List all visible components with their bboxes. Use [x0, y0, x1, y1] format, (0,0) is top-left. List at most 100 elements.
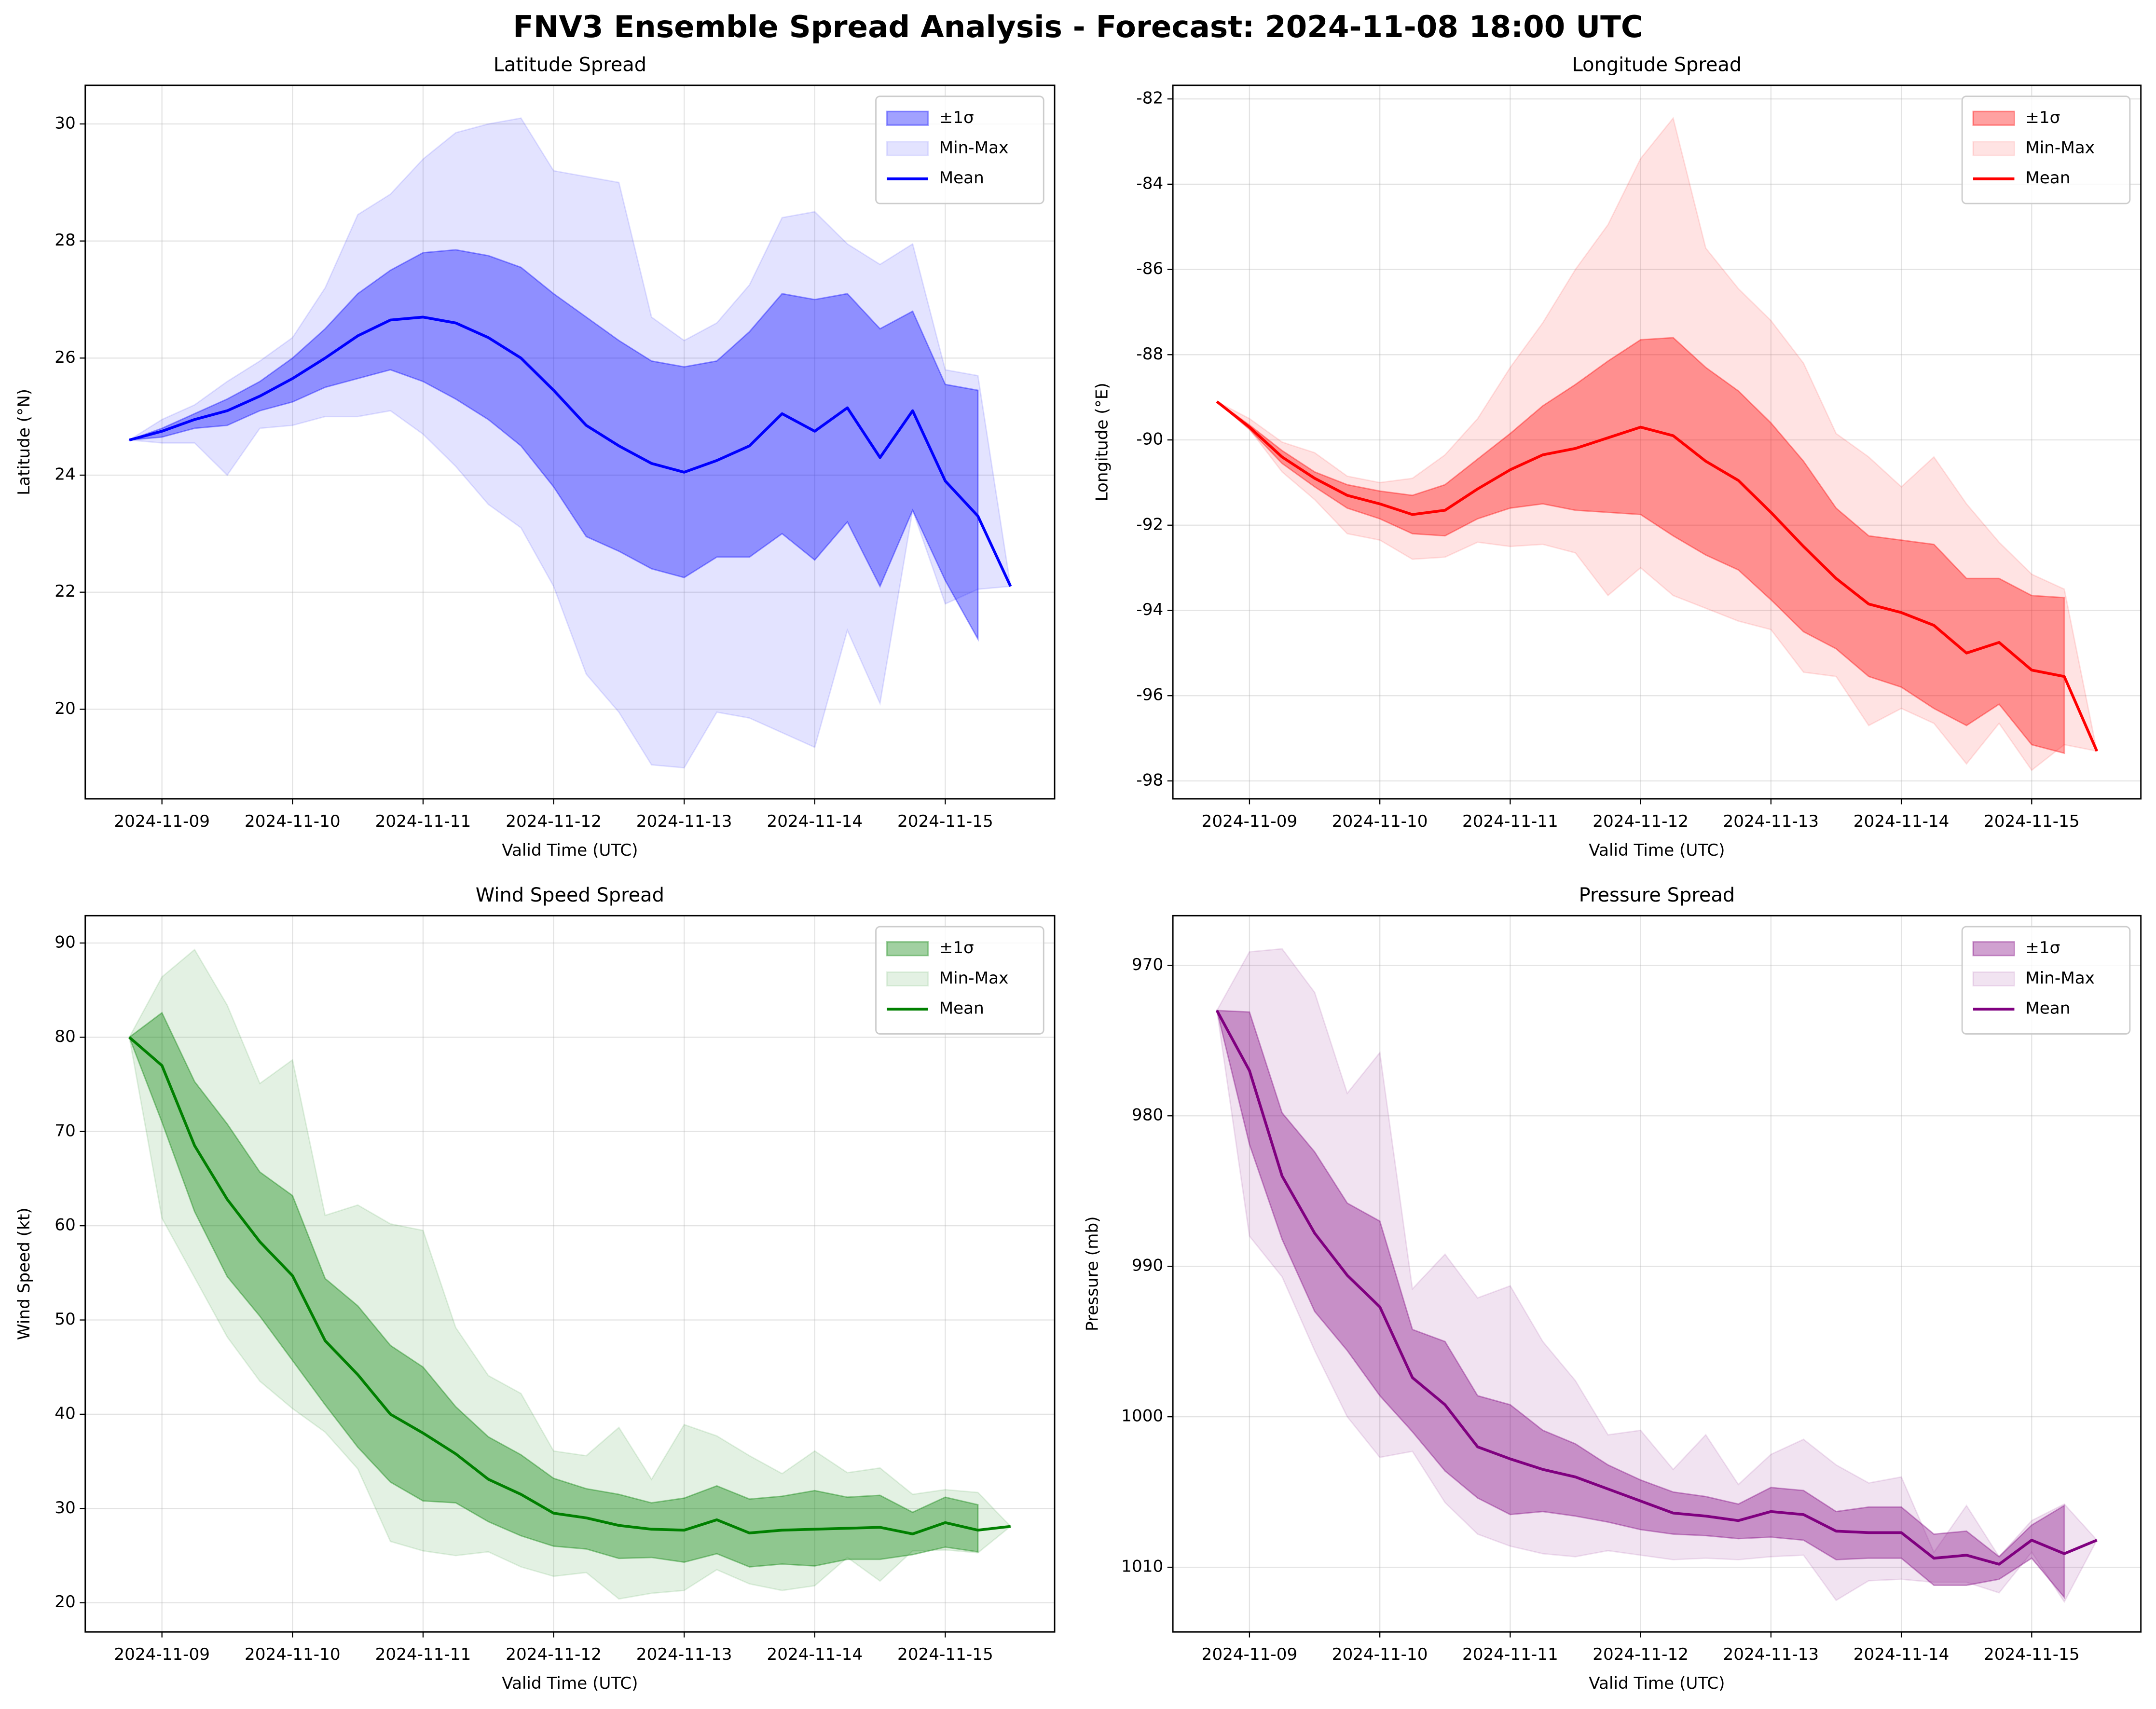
- y-tick-label: 30: [55, 1498, 76, 1518]
- x-tick-label: 2024-11-10: [1332, 812, 1428, 831]
- legend-label: ±1σ: [939, 108, 974, 127]
- subplot-title: Pressure Spread: [1579, 884, 1735, 906]
- axes-frame: [84, 915, 1056, 1633]
- subplot-title: Latitude Spread: [494, 54, 646, 76]
- x-tick-label: 2024-11-09: [1202, 812, 1298, 831]
- y-tick-label: -92: [1136, 515, 1163, 534]
- y-tick-label: -82: [1136, 89, 1163, 108]
- y-tick-label: -96: [1136, 685, 1163, 705]
- y-tick-label: 90: [55, 932, 76, 952]
- legend-label: Min-Max: [2025, 969, 2095, 988]
- x-tick-label: 2024-11-14: [1854, 1645, 1950, 1664]
- mean-line: [1215, 1010, 2098, 1566]
- axes-frame: [84, 84, 1056, 800]
- y-tick-label: 70: [55, 1121, 76, 1140]
- y-tick-label: 26: [55, 348, 76, 367]
- y-tick-label: 30: [55, 113, 76, 133]
- y-tick-label: -88: [1136, 344, 1163, 364]
- spread-band: [1216, 1010, 2065, 1600]
- x-tick-label: 2024-11-09: [114, 1645, 210, 1664]
- spread-band: [128, 948, 1012, 1600]
- legend-swatch: [886, 941, 929, 957]
- x-tick-label: 2024-11-09: [1202, 1645, 1298, 1664]
- x-tick-label: 2024-11-11: [375, 812, 471, 831]
- y-axis-label: Wind Speed (kt): [14, 1207, 34, 1340]
- legend-swatch: [886, 141, 929, 156]
- x-tick-label: 2024-11-14: [1854, 812, 1950, 831]
- y-tick-label: 28: [55, 231, 76, 250]
- legend-box: [875, 96, 1044, 205]
- y-tick-label: 24: [55, 465, 76, 484]
- y-tick-label: -90: [1136, 430, 1163, 449]
- legend-label: Mean: [2025, 999, 2070, 1018]
- y-tick-label: 80: [55, 1027, 76, 1046]
- x-tick-label: 2024-11-15: [897, 1645, 993, 1664]
- x-tick-label: 2024-11-15: [897, 812, 993, 831]
- legend-box: [1961, 96, 2131, 205]
- legend-swatch: [1972, 971, 2015, 987]
- x-tick-label: 2024-11-11: [1462, 812, 1558, 831]
- y-tick-label: 970: [1132, 955, 1163, 974]
- subplot-title: Longitude Spread: [1572, 54, 1742, 76]
- mean-line: [128, 1036, 1011, 1535]
- legend-swatch: [886, 971, 929, 987]
- legend-swatch: [1972, 110, 2015, 126]
- x-tick-label: 2024-11-15: [1984, 1645, 2080, 1664]
- x-tick-label: 2024-11-12: [1593, 812, 1689, 831]
- subplot-title: Wind Speed Spread: [476, 884, 664, 906]
- legend-box: [875, 926, 1044, 1035]
- mean-line: [129, 315, 1012, 587]
- y-tick-label: 40: [55, 1404, 76, 1423]
- subplot: Latitude Spread Valid Time (UTC) Latitude …: [14, 54, 1056, 860]
- y-tick-label: 22: [55, 582, 76, 601]
- spread-band: [1216, 948, 2098, 1603]
- x-tick-label: 2024-11-11: [375, 1645, 471, 1664]
- x-tick-label: 2024-11-12: [1593, 1645, 1689, 1664]
- y-tick-label: 980: [1132, 1106, 1163, 1125]
- x-tick-label: 2024-11-14: [767, 812, 863, 831]
- x-tick-label: 2024-11-14: [767, 1645, 863, 1664]
- legend-box: [1961, 926, 2131, 1035]
- y-tick-label: 1010: [1121, 1557, 1163, 1576]
- spread-band: [127, 117, 1012, 769]
- y-axis-label: Pressure (mb): [1083, 1217, 1102, 1332]
- y-tick-label: -94: [1136, 600, 1163, 619]
- y-axis-label: Longitude (°E): [1092, 383, 1112, 501]
- legend-label: Mean: [939, 999, 984, 1018]
- legend: ±1σ Min-Max Mean: [875, 926, 1044, 1035]
- x-tick-label: 2024-11-13: [1723, 1645, 1819, 1664]
- x-axis-label: Valid Time (UTC): [502, 841, 638, 860]
- y-tick-label: 20: [55, 699, 76, 718]
- subplot: Wind Speed Spread Valid Time (UTC) Wind Sp…: [14, 884, 1056, 1693]
- x-tick-label: 2024-11-11: [1462, 1645, 1558, 1664]
- legend: ±1σ Min-Max Mean: [1961, 926, 2131, 1035]
- subplot: Pressure Spread Valid Time (UTC) Pressure …: [1083, 884, 2142, 1693]
- x-tick-label: 2024-11-10: [1332, 1645, 1428, 1664]
- axes-frame: [1172, 915, 2142, 1633]
- x-tick-label: 2024-11-09: [114, 812, 210, 831]
- y-tick-label: -98: [1136, 770, 1163, 790]
- legend: ±1σ Min-Max Mean: [875, 96, 1044, 205]
- figure-title: FNV3 Ensemble Spread Analysis - Forecast…: [513, 9, 1643, 44]
- y-tick-label: -86: [1136, 259, 1163, 278]
- legend-label: Min-Max: [939, 138, 1009, 157]
- y-tick-label: 990: [1132, 1256, 1163, 1275]
- x-tick-label: 2024-11-10: [245, 812, 341, 831]
- mean-line: [1216, 400, 2099, 752]
- x-tick-label: 2024-11-13: [636, 1645, 732, 1664]
- legend-label: Min-Max: [2025, 138, 2095, 157]
- y-tick-label: -84: [1136, 174, 1163, 193]
- axes-frame: [1172, 84, 2142, 800]
- x-tick-label: 2024-11-12: [506, 1645, 602, 1664]
- y-tick-label: 20: [55, 1592, 76, 1612]
- legend-label: ±1σ: [939, 938, 974, 957]
- legend-label: ±1σ: [2025, 938, 2060, 957]
- legend-label: ±1σ: [2025, 108, 2060, 127]
- legend: ±1σ Min-Max Mean: [1961, 96, 2131, 205]
- legend-label: Min-Max: [939, 969, 1009, 988]
- y-tick-label: 50: [55, 1310, 76, 1329]
- y-tick-label: 60: [55, 1216, 76, 1235]
- x-axis-label: Valid Time (UTC): [1589, 841, 1725, 860]
